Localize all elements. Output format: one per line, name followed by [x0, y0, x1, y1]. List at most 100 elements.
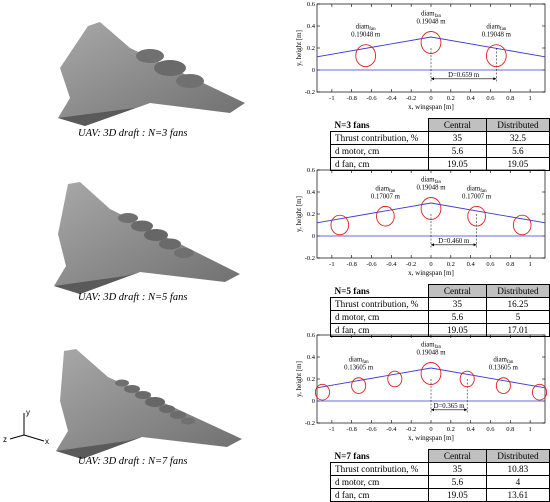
uav-caption-2: UAV: 3D draft : N=5 fans — [78, 292, 188, 303]
x-tick-label: 1 — [529, 261, 532, 268]
x-tick-label: -0.4 — [386, 426, 397, 433]
x-tick-label: 0.8 — [506, 95, 514, 102]
fan-layout-plot-3: -0.2 0 0.2 0.4 0.6 -1 -0.8 -0.6 -0.4 -0.2 0 0.2 0.4 0… — [295, 331, 550, 449]
x-tick-label: -0.4 — [386, 95, 397, 102]
row-label: d motor, cm — [329, 475, 430, 489]
table-row: d fan, cm 19.05 13.61 — [329, 488, 550, 502]
x-tick-label: -0.8 — [347, 95, 357, 102]
fan-circle — [351, 377, 367, 394]
fan-diameter-label: diamfan — [467, 185, 487, 194]
y-tick-label: 0 — [312, 67, 315, 74]
fan-diameter-label: diamfan — [421, 341, 441, 350]
central-value: 5.6 — [428, 144, 487, 158]
x-tick-label: 0.2 — [447, 261, 455, 268]
wing-envelope-line — [316, 202, 546, 224]
fan-diameter-value: 0.19048 m — [416, 184, 446, 191]
fan-layout-chart: -0.2 0 0.2 0.4 0.6 -1 -0.8 -0.6 -0.4 -0.2 0 0.2 0.4 0… — [295, 1, 546, 111]
fan-circle — [420, 31, 442, 54]
central-value: 35 — [428, 462, 487, 476]
distributed-value: 17.01 — [485, 323, 550, 337]
y-tick-label: 0.6 — [307, 1, 316, 8]
x-tick-label: -0.6 — [366, 95, 377, 102]
fan-table-2: N=5 fans Central Distributed Thrust cont… — [329, 284, 550, 337]
panel-row-2: UAV: 3D draft : N=5 fans -0.2 0 0.2 0.4 0.6-… — [0, 166, 550, 337]
x-tick-label: -0.2 — [406, 95, 416, 102]
x-tick-label: 0.4 — [467, 426, 476, 433]
fan-diameter-label: diamfan — [356, 24, 376, 33]
x-tick-label: -0.6 — [366, 261, 377, 268]
y-tick-label: 0.2 — [307, 376, 315, 383]
x-tick-label: 0.8 — [506, 261, 514, 268]
uav-caption-3: UAV: 3D draft : N=7 fans — [78, 456, 188, 467]
row-label: Thrust contribution, % — [329, 131, 430, 145]
fan-diameter-value: 0.13605 m — [344, 365, 374, 372]
x-tick-label: 0 — [429, 95, 432, 102]
axis-z-label: z — [3, 435, 7, 444]
distributed-value: 10.83 — [485, 462, 550, 476]
central-value: 35 — [428, 297, 487, 311]
x-tick-label: -0.6 — [366, 426, 377, 433]
row-label: Thrust contribution, % — [329, 462, 430, 476]
fan-layout-plot-2: -0.2 0 0.2 0.4 0.6 -1 -0.8 -0.6 -0.4 -0.2 0 0.2 0.4 0… — [295, 166, 550, 284]
fan-layout-chart: -0.2 0 0.2 0.4 0.6 -1 -0.8 -0.6 -0.4 -0.2 0 0.2 0.4 0… — [295, 332, 548, 442]
panel-row-1: UAV: 3D draft : N=3 fans -0.2 0 0.2 0.4 0.6-… — [0, 0, 550, 171]
fan-circle — [376, 205, 395, 227]
fan-diameter-value: 0.19048 m — [416, 349, 446, 356]
fan-circle — [420, 362, 442, 385]
y-tick-label: -0.2 — [305, 89, 315, 96]
row-label: d motor, cm — [329, 310, 430, 324]
y-tick-label: 0 — [312, 398, 315, 405]
y-axis-label: y, height [m] — [295, 361, 303, 397]
distributed-value: 13.61 — [485, 488, 550, 502]
distributed-value: 16.25 — [485, 297, 550, 311]
row-label: d fan, cm — [329, 488, 430, 502]
fan-circle — [532, 383, 548, 401]
axis-x-label: x — [45, 437, 49, 445]
fan-circle — [420, 197, 442, 220]
fan-diameter-value: 0.13605 m — [489, 365, 519, 372]
fan-diameter-label: diamfan — [486, 24, 506, 33]
y-tick-label: 0.6 — [307, 332, 316, 339]
col-distributed: Distributed — [485, 284, 550, 298]
x-tick-label: -1 — [329, 261, 334, 268]
fan-diameter-value: 0.17007 m — [462, 193, 492, 200]
col-distributed: Distributed — [485, 118, 550, 132]
arrowhead-left — [431, 243, 434, 247]
x-axis-label: x, wingspan [m] — [408, 269, 454, 277]
x-axis-label: x, wingspan [m] — [408, 434, 454, 442]
col-central: Central — [428, 118, 487, 132]
table-row: d fan, cm 19.05 17.01 — [329, 323, 550, 337]
fan-circle — [495, 377, 511, 394]
uav-3d-image — [56, 349, 242, 459]
x-tick-label: -0.4 — [386, 261, 397, 268]
fan-circle — [330, 214, 350, 236]
fan-circle — [485, 44, 507, 68]
y-tick-label: -0.2 — [305, 420, 315, 427]
arrowhead-right — [493, 77, 497, 81]
fan-table-3: N=7 fans Central Distributed Thrust cont… — [329, 449, 550, 502]
uav-3d-image — [54, 182, 240, 294]
y-tick-label: 0.4 — [307, 354, 316, 361]
uav-3d-image — [58, 22, 245, 126]
y-tick-label: 0.2 — [307, 45, 315, 52]
central-value: 5.6 — [428, 475, 487, 489]
fan-diameter-label: diamfan — [421, 10, 441, 18]
central-value: 19.05 — [428, 488, 487, 502]
y-tick-label: -0.2 — [305, 255, 315, 262]
y-tick-label: 0.4 — [307, 189, 316, 196]
axis-y-label: y — [26, 408, 30, 417]
x-tick-label: -1 — [329, 426, 334, 433]
fan-diameter-label: diamfan — [421, 176, 441, 185]
uav-render-2 — [0, 166, 300, 331]
x-tick-label: 1 — [529, 95, 532, 102]
table-row: Thrust contribution, % 35 10.83 — [329, 462, 550, 476]
table-title: N=5 fans — [330, 284, 429, 298]
x-tick-label: 0.6 — [486, 426, 495, 433]
fan-circle — [467, 205, 486, 227]
col-central: Central — [428, 449, 487, 463]
table-header-row: N=7 fans Central Distributed — [330, 449, 550, 463]
x-tick-label: -1 — [329, 95, 334, 102]
table-row: Thrust contribution, % 35 32.5 — [329, 131, 550, 145]
axes-triad-icon: y x z — [3, 408, 49, 445]
y-tick-label: 0.6 — [307, 167, 316, 174]
